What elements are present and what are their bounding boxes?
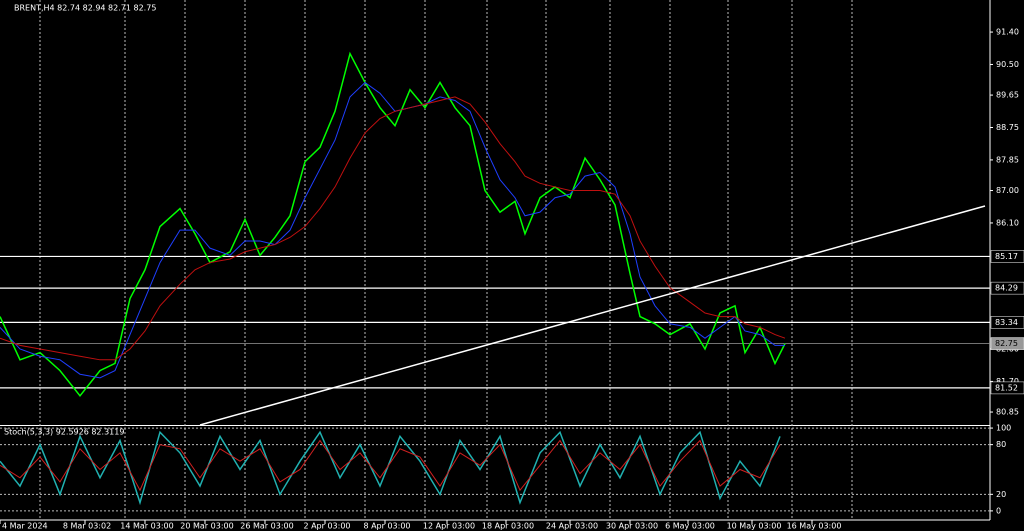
x-tick-label: 26 Mar 03:00 xyxy=(240,522,293,531)
level-label-box xyxy=(990,250,1024,263)
y-tick-label: 20 xyxy=(996,490,1006,499)
indicator-title: Stoch(5,3,3) 92.5926 82.3119 xyxy=(4,428,124,437)
chart-title: BRENT,H4 82.74 82.94 82.71 82.75 xyxy=(14,4,156,13)
y-tick-label: 100 xyxy=(996,424,1011,433)
level-label: 83.34 xyxy=(995,318,1018,327)
level-label-box xyxy=(990,316,1024,329)
y-tick-label: 87.85 xyxy=(996,155,1019,164)
x-tick-label: 20 Mar 03:00 xyxy=(180,522,233,531)
level-label: 82.75 xyxy=(995,339,1018,348)
y-tick-label: 0 xyxy=(996,506,1001,515)
x-tick-label: 10 May 03:00 xyxy=(727,522,782,531)
series-line xyxy=(0,439,781,492)
y-tick-label: 91.40 xyxy=(996,28,1019,37)
x-tick-label: 14 Mar 03:00 xyxy=(120,522,173,531)
x-tick-label: 18 Apr 03:00 xyxy=(482,522,534,531)
y-tick-label: 89.65 xyxy=(996,91,1019,100)
x-tick-label: 2 Apr 03:00 xyxy=(303,522,350,531)
x-tick-label: 6 May 03:00 xyxy=(665,522,715,531)
x-tick-label: 8 Mar 03:02 xyxy=(63,522,111,531)
y-tick-label: 88.75 xyxy=(996,123,1019,132)
x-tick-label: 4 Mar 2024 xyxy=(2,522,48,531)
series-line xyxy=(0,96,786,361)
trendline xyxy=(199,205,986,426)
x-tick-label: 30 Apr 03:00 xyxy=(606,522,658,531)
x-tick-label: 24 Apr 03:00 xyxy=(546,522,598,531)
level-label-box xyxy=(990,337,1024,350)
level-label: 85.17 xyxy=(995,252,1018,261)
x-tick-label: 16 May 03:00 xyxy=(787,522,842,531)
y-tick-label: 80.85 xyxy=(996,408,1019,417)
level-label: 81.52 xyxy=(995,383,1018,392)
level-label-box xyxy=(990,281,1024,295)
level-label: 84.29 xyxy=(995,284,1018,293)
x-tick-label: 8 Apr 03:00 xyxy=(363,522,410,531)
y-tick-label: 90.50 xyxy=(996,60,1019,69)
y-tick-label: 80 xyxy=(996,440,1006,449)
level-label-box xyxy=(990,381,1024,395)
y-tick-label: 86.10 xyxy=(996,218,1019,227)
series-line xyxy=(0,51,786,398)
y-tick-label: 87.00 xyxy=(996,186,1019,195)
x-tick-label: 12 Apr 03:00 xyxy=(423,522,475,531)
y-tick-label: 81.70 xyxy=(996,377,1019,386)
